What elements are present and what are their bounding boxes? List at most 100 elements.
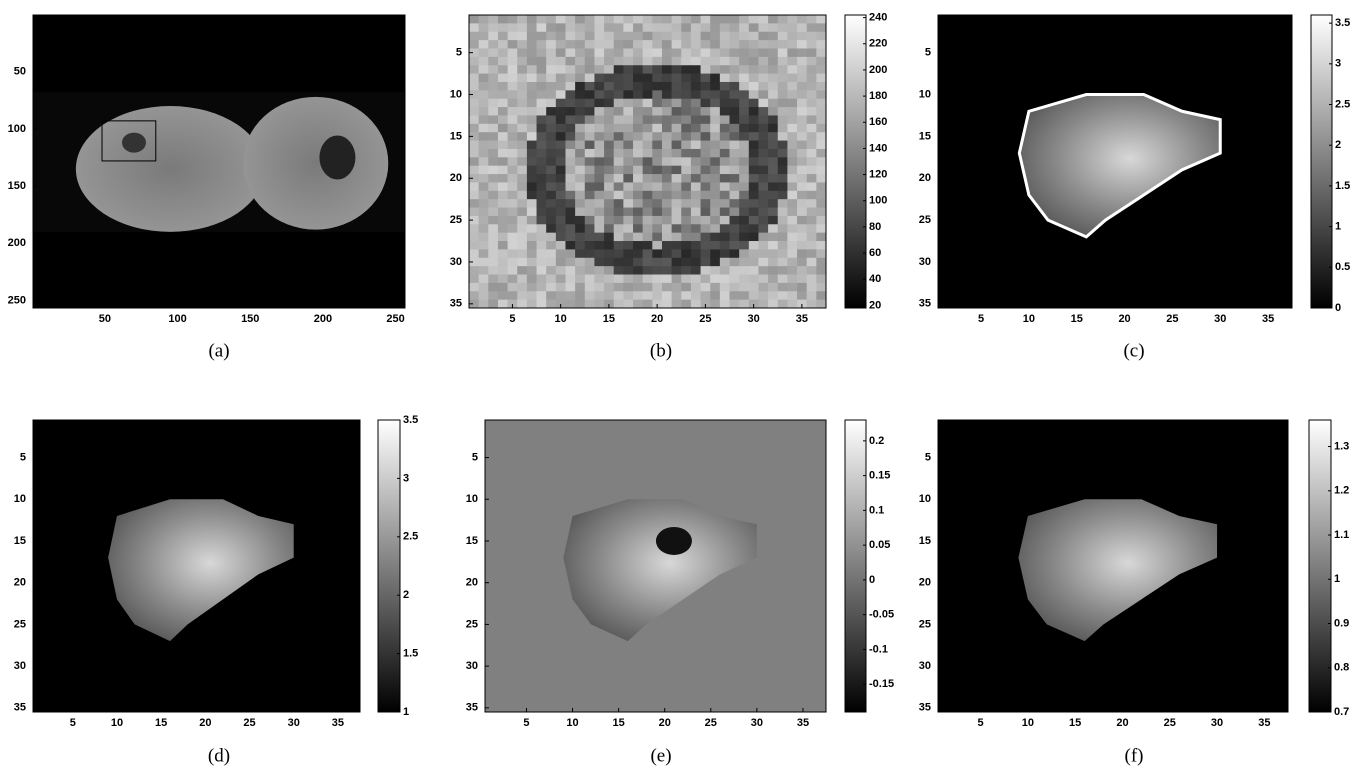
colorbar-tick-label: 40 xyxy=(869,273,881,285)
image-cell xyxy=(787,300,797,309)
image-cell xyxy=(479,157,489,166)
image-cell xyxy=(565,300,575,309)
image-cell xyxy=(498,258,508,267)
image-cell xyxy=(787,32,797,41)
colorbar-tick-label: 0.1 xyxy=(869,504,884,516)
image-cell xyxy=(681,233,691,242)
image-cell xyxy=(730,15,740,24)
image-cell xyxy=(807,149,817,158)
image-cell xyxy=(488,74,498,83)
image-cell xyxy=(527,300,537,309)
caption: (f) xyxy=(1125,745,1144,766)
image-cell xyxy=(701,224,711,233)
image-cell xyxy=(508,166,518,175)
image-cell xyxy=(681,57,691,66)
image-cell xyxy=(585,233,595,242)
y-tick-label: 150 xyxy=(8,180,26,192)
image-cell xyxy=(556,40,566,49)
image-cell xyxy=(710,32,720,41)
image-cell xyxy=(469,249,479,258)
image-cell xyxy=(575,283,585,292)
image-cell xyxy=(479,40,489,49)
image-cell xyxy=(508,266,518,275)
image-cell xyxy=(749,115,759,124)
image-cell xyxy=(720,174,730,183)
image-cell xyxy=(614,90,624,99)
image-cell xyxy=(527,166,537,175)
y-tick-label: 30 xyxy=(919,256,931,268)
image-cell xyxy=(508,291,518,300)
image-cell xyxy=(787,124,797,133)
image-cell xyxy=(662,141,672,150)
image-cell xyxy=(527,74,537,83)
y-tick-label: 15 xyxy=(450,130,462,142)
image-cell xyxy=(565,23,575,32)
image-cell xyxy=(565,258,575,267)
image-cell xyxy=(691,157,701,166)
image-cell xyxy=(488,208,498,217)
image-cell xyxy=(768,48,778,57)
image-cell xyxy=(604,241,614,250)
image-cell xyxy=(546,65,556,74)
image-cell xyxy=(623,300,633,309)
image-cell xyxy=(807,166,817,175)
image-cell xyxy=(681,23,691,32)
image-cell xyxy=(739,258,749,267)
image-cell xyxy=(614,174,624,183)
image-cell xyxy=(710,199,720,208)
image-cell xyxy=(585,241,595,250)
image-cell xyxy=(768,166,778,175)
image-cell xyxy=(546,157,556,166)
image-cell xyxy=(517,283,527,292)
image-cell xyxy=(807,32,817,41)
colorbar-tick-label: 20 xyxy=(869,299,881,311)
image-cell xyxy=(498,15,508,24)
y-tick-label: 25 xyxy=(919,214,931,226)
image-cell xyxy=(701,107,711,116)
image-cell xyxy=(652,174,662,183)
image-cell xyxy=(662,258,672,267)
image-cell xyxy=(479,23,489,32)
image-cell xyxy=(633,82,643,91)
image-cell xyxy=(739,157,749,166)
image-cell xyxy=(758,107,768,116)
image-cell xyxy=(527,258,537,267)
image-cell xyxy=(643,141,653,150)
image-cell xyxy=(778,249,788,258)
image-cell xyxy=(662,266,672,275)
image-cell xyxy=(623,291,633,300)
image-cell xyxy=(575,166,585,175)
image-cell xyxy=(662,124,672,133)
colorbar xyxy=(1309,420,1331,712)
image-cell xyxy=(488,65,498,74)
image-cell xyxy=(537,275,547,284)
image-cell xyxy=(787,233,797,242)
image-cell xyxy=(749,15,759,24)
image-cell xyxy=(778,275,788,284)
image-cell xyxy=(739,191,749,200)
image-cell xyxy=(797,283,807,292)
y-tick-label: 35 xyxy=(919,298,931,310)
image-cell xyxy=(498,300,508,309)
image-cell xyxy=(585,15,595,24)
image-cell xyxy=(778,233,788,242)
x-tick-label: 5 xyxy=(978,717,984,729)
image-cell xyxy=(730,249,740,258)
panel: 5101520253035510152025303520406080100120… xyxy=(450,12,888,362)
image-cell xyxy=(701,40,711,49)
y-tick-label: 30 xyxy=(14,660,26,672)
image-cell xyxy=(633,182,643,191)
image-cell xyxy=(565,208,575,217)
image-cell xyxy=(720,48,730,57)
image-cell xyxy=(691,191,701,200)
image-cell xyxy=(479,199,489,208)
image-cell xyxy=(758,74,768,83)
image-cell xyxy=(488,149,498,158)
image-cell xyxy=(498,115,508,124)
image-cell xyxy=(575,65,585,74)
image-cell xyxy=(488,99,498,108)
image-cell xyxy=(797,115,807,124)
image-cell xyxy=(623,99,633,108)
image-cell xyxy=(546,82,556,91)
image-cell xyxy=(565,241,575,250)
